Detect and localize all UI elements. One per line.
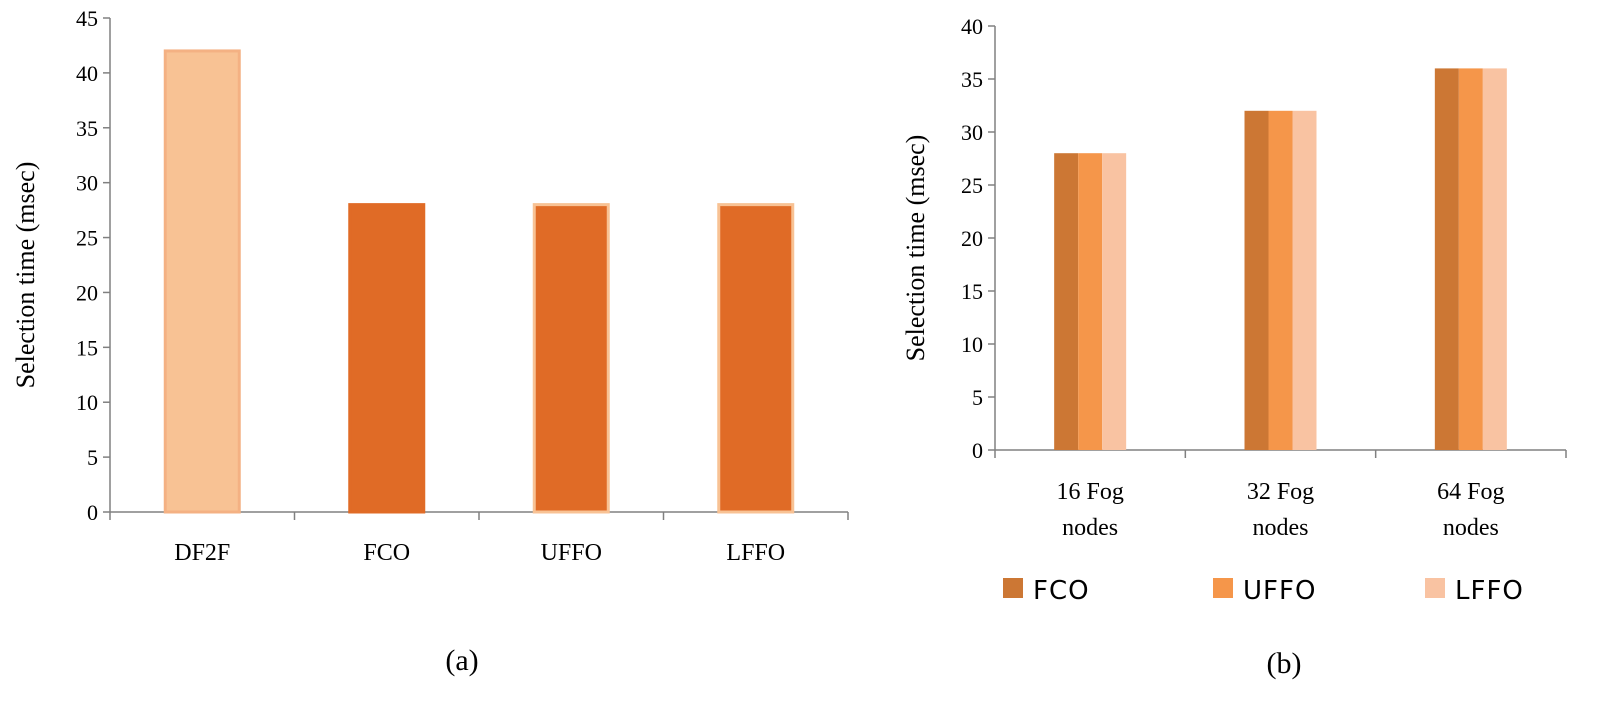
bar-uffo-3 xyxy=(1458,68,1483,451)
x-category-label: FCO xyxy=(363,540,410,566)
y-tick-label: 25 xyxy=(76,226,98,251)
y-tick-label: 40 xyxy=(76,61,98,86)
bar-lffo xyxy=(717,203,795,514)
chart-panel-a: 0 5 10 15 20 25 30 35 40 45 DF2F FCO UFFO LFFO Selecti… xyxy=(11,6,849,677)
y-tick-label: 40 xyxy=(961,14,983,39)
y-tick-label: 25 xyxy=(961,173,983,198)
bar-uffo xyxy=(532,203,610,514)
bar-df2f xyxy=(163,49,241,514)
y-tick-label: 5 xyxy=(87,445,98,470)
y-tick-label: 35 xyxy=(76,116,98,141)
bar-uffo-2 xyxy=(1268,110,1293,451)
x-category-label-line2: nodes xyxy=(1253,515,1309,541)
x-category-label-line1: 16 Fog xyxy=(1056,479,1123,505)
x-category-label-line2: nodes xyxy=(1062,515,1118,541)
y-tick-label: 15 xyxy=(961,279,983,304)
x-category-label: UFFO xyxy=(541,540,602,566)
bar-fco xyxy=(348,203,426,514)
y-tick-label: 45 xyxy=(76,6,98,31)
y-tick-label: 20 xyxy=(76,280,98,305)
legend-swatch-fco xyxy=(1003,578,1023,598)
bar-lffo-1 xyxy=(1102,153,1127,450)
bar-fco-3 xyxy=(1434,68,1459,451)
y-tick-label: 30 xyxy=(961,120,983,145)
y-tick-label: 15 xyxy=(76,335,98,360)
y-tick-label: 0 xyxy=(972,438,983,463)
x-category-label-line1: 32 Fog xyxy=(1247,479,1314,505)
legend-swatch-lffo xyxy=(1425,578,1445,598)
y-tick-label: 30 xyxy=(76,171,98,196)
panel-caption-b: (b) xyxy=(1267,647,1302,680)
chart-panel-b: 0 5 10 15 20 25 30 35 40 16 Fog nodes 32 Fog nodes 64… xyxy=(901,14,1567,680)
x-category-label-line2: nodes xyxy=(1443,515,1499,541)
x-category-label: DF2F xyxy=(174,540,230,566)
y-axis-title: Selection time (msec) xyxy=(901,135,930,362)
y-tick-label: 0 xyxy=(87,500,98,525)
x-category-label-line1: 64 Fog xyxy=(1437,479,1504,505)
legend-label-lffo: LFFO xyxy=(1455,576,1524,606)
bar-lffo-3 xyxy=(1482,68,1507,451)
y-tick-label: 10 xyxy=(76,390,98,415)
y-axis-title: Selection time (msec) xyxy=(11,162,40,389)
bar-fco-2 xyxy=(1244,110,1269,451)
x-category-label: LFFO xyxy=(726,540,785,566)
legend-swatch-uffo xyxy=(1213,578,1233,598)
legend-label-fco: FCO xyxy=(1033,576,1090,606)
bar-fco-1 xyxy=(1054,153,1079,450)
y-tick-label: 10 xyxy=(961,332,983,357)
bar-lffo-2 xyxy=(1292,110,1317,451)
panel-caption-a: (a) xyxy=(445,644,478,677)
y-tick-label: 5 xyxy=(972,385,983,410)
y-tick-label: 35 xyxy=(961,67,983,92)
y-tick-label: 20 xyxy=(961,226,983,251)
bar-uffo-1 xyxy=(1078,153,1103,450)
legend-label-uffo: UFFO xyxy=(1243,576,1316,606)
